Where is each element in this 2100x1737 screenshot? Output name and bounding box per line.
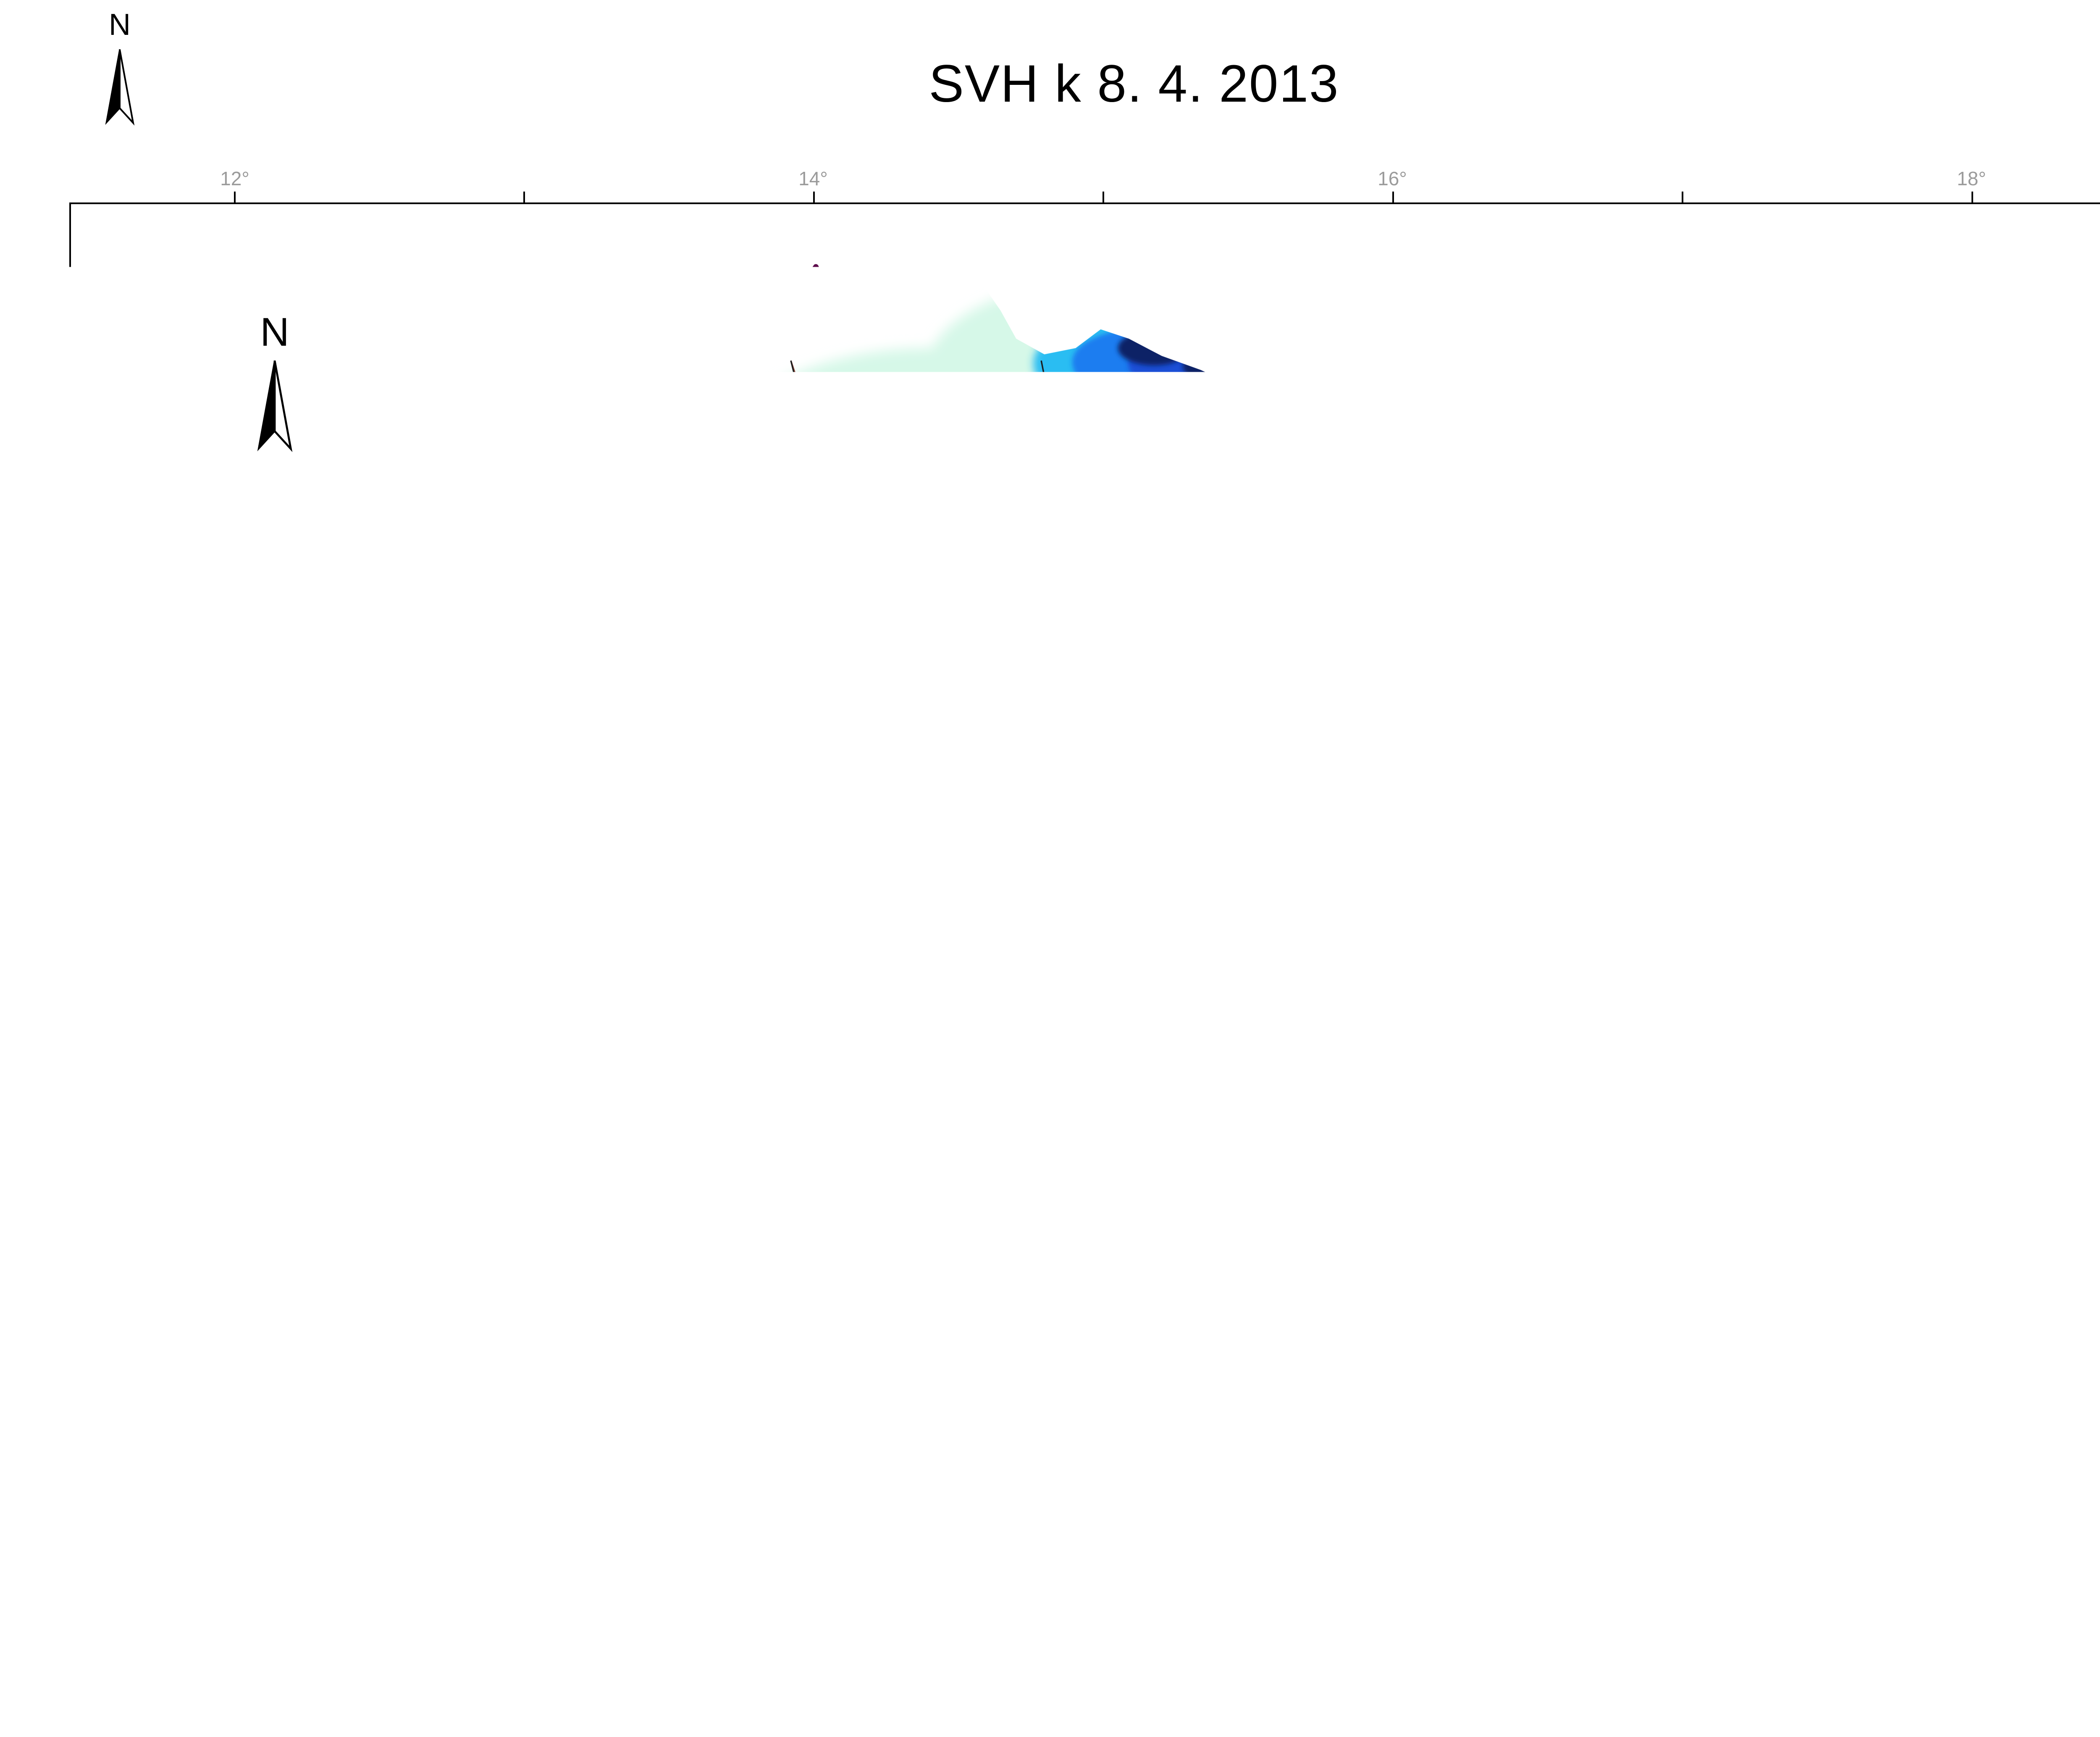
lon-label-bottom: 16° <box>1346 1505 1438 1527</box>
graticule-tick <box>1971 1489 1973 1500</box>
lon-label-bottom: 18° <box>1925 1505 2018 1527</box>
scalebar-bar <box>1925 1634 2100 1647</box>
graticule-tick <box>234 1489 236 1500</box>
graticule-tick <box>1971 192 1973 202</box>
north-arrow-icon <box>249 355 300 467</box>
map-canvas <box>71 204 2100 1487</box>
graticule-tick <box>523 1489 525 1500</box>
north-label: N <box>90 8 149 42</box>
graticule-tick <box>58 727 69 729</box>
page-title: SVH k 8. 4. 2013 <box>756 54 1512 114</box>
graticule-tick <box>813 192 815 202</box>
lon-label-bottom: 14° <box>767 1505 859 1527</box>
north-label: N <box>239 309 310 355</box>
graticule-tick <box>234 192 236 202</box>
graticule-tick <box>523 192 525 202</box>
graticule-tick <box>1392 1489 1394 1500</box>
chmi-logo <box>84 1523 227 1649</box>
created-note: Vytvořeno : 9.4.2013 využitím aplikace C… <box>86 1670 674 1692</box>
snow-layer-500-750 <box>1244 360 1284 384</box>
graticule-tick <box>1102 1489 1104 1500</box>
graticule-tick <box>58 279 69 281</box>
graticule-tick <box>1682 192 1683 202</box>
lon-label-top: 18° <box>1925 167 2018 190</box>
scalebar-tick-0: 0 <box>1920 1653 1930 1673</box>
scalebar: 0 50 100 Km 1:2 000 000 <box>1925 1634 2100 1647</box>
graticule-tick <box>1102 192 1104 202</box>
lon-label-top: 12° <box>189 167 281 190</box>
scalebar-segment-black <box>1925 1634 2100 1647</box>
north-arrow-icon <box>99 42 141 141</box>
page: SVH k 8. 4. 2013 N <box>0 0 2100 1737</box>
scalebar-ratio: 1:2 000 000 <box>1925 1684 2100 1708</box>
north-arrow-outer: N <box>90 8 149 143</box>
lon-label-top: 16° <box>1346 167 1438 190</box>
graticule-tick <box>813 1489 815 1500</box>
lat-label-left: 50° <box>26 698 49 757</box>
graticule-tick <box>58 1175 69 1177</box>
org-label: ČHMÚ www.chmi.cz <box>236 1592 472 1622</box>
graticule-tick <box>1682 1489 1683 1500</box>
north-arrow-inner: N <box>239 309 310 469</box>
graticule-tick <box>1392 192 1394 202</box>
lon-label-top: 14° <box>767 167 859 190</box>
map-frame: N SVH [mm] 0 - 5 5 - 10 10 - 20 <box>69 202 2100 1489</box>
